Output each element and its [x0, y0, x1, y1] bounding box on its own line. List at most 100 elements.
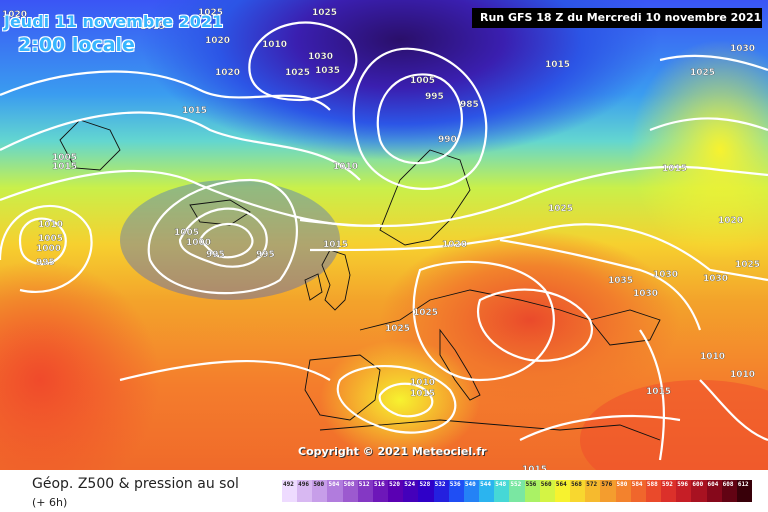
- legend-value-label: 536: [449, 481, 461, 488]
- legend-value-label: 560: [540, 481, 552, 488]
- variable-label: Géop. Z500 & pression au sol: [32, 476, 239, 492]
- legend-color-swatch: [645, 480, 662, 502]
- legend-color-swatch: [357, 480, 374, 502]
- color-scale-legend: 492 496 500 504 508 512 516 520 524 528 532 536 540 5…: [282, 480, 753, 502]
- isobar: [477, 288, 593, 362]
- legend-color-swatch: [312, 480, 328, 502]
- z500-yellow-band-east: [630, 40, 768, 260]
- legend-color-swatch: [539, 480, 556, 502]
- legend-value-label: 584: [631, 481, 643, 488]
- legend-value-label: 572: [586, 481, 598, 488]
- isobar-pressure-label: 1025: [548, 204, 573, 214]
- coastline-africa: [319, 419, 661, 441]
- forecast-date: Jeudi 11 novembre 2021: [4, 12, 224, 31]
- isobar-pressure-label: 1020: [205, 36, 230, 46]
- isobar-pressure-label: 1015: [52, 162, 77, 172]
- legend-color-swatch: [342, 480, 359, 502]
- legend-value-label: 508: [343, 481, 355, 488]
- legend-color-swatch: [615, 480, 632, 502]
- run-info-banner: Run GFS 18 Z du Mercredi 10 novembre 202…: [472, 8, 762, 28]
- isobar: [649, 117, 768, 132]
- legend-value-label: 548: [495, 481, 507, 488]
- isobar-pressure-label: 1015: [545, 60, 570, 70]
- legend-color-swatch: [706, 480, 723, 502]
- legend-value-label: 544: [480, 481, 491, 488]
- legend-value-label: 496: [298, 481, 309, 488]
- legend-color-swatch: [433, 480, 450, 502]
- legend-value-label: 576: [601, 481, 613, 488]
- isobar: [0, 205, 93, 293]
- legend-color-swatch: [736, 480, 753, 502]
- coastline-scandinavia: [379, 149, 471, 246]
- isobar: [0, 111, 361, 181]
- isobar: [519, 415, 681, 441]
- isobar: [309, 223, 768, 282]
- legend-value-label: 608: [722, 481, 734, 488]
- z500-ridge-atlantic: [0, 260, 160, 500]
- map-canvas: 1020101510251025103510301020101010201030…: [0, 0, 768, 500]
- legend-panel: Géop. Z500 & pression au sol (+ 6h) 492 4…: [0, 470, 768, 512]
- isobar-pressure-label: 1000: [186, 238, 211, 248]
- isobar-pressure-label: 1025: [413, 308, 438, 318]
- coastline-black-sea: [589, 309, 661, 346]
- legend-color-swatch: [691, 480, 707, 502]
- legend-color-swatch: [463, 480, 480, 502]
- isobar-pressure-label: 1025: [385, 324, 410, 334]
- z500-yellow-band-central: [320, 340, 480, 460]
- isobar: [18, 217, 67, 266]
- coastline-uk: [321, 249, 351, 311]
- isobar-pressure-label: 985: [460, 100, 479, 110]
- isobar-pressure-label: 1005: [410, 76, 435, 86]
- legend-color-swatch: [494, 480, 510, 502]
- legend-value-label: 532: [434, 481, 446, 488]
- isobar: [378, 382, 434, 418]
- legend-value-label: 540: [464, 481, 476, 488]
- legend-value-label: 524: [404, 481, 416, 488]
- isobar: [639, 329, 666, 461]
- legend-value-label: 596: [677, 481, 689, 488]
- legend-value-label: 600: [692, 481, 704, 488]
- isobar-pressure-label: 1005: [52, 153, 77, 163]
- isobar-pressure-label: 995: [256, 250, 275, 260]
- legend-value-label: 512: [358, 481, 370, 488]
- isobar-pressure-label: 1020: [718, 216, 743, 226]
- isobar-pressure-label: 990: [438, 135, 457, 145]
- legend-value-label: 564: [555, 481, 567, 488]
- coastline-italy: [439, 328, 481, 401]
- isobar: [147, 178, 298, 295]
- legend-value-label: 504: [328, 481, 340, 488]
- legend-color-swatch: [479, 480, 495, 502]
- legend-value-label: 516: [373, 481, 385, 488]
- coastline-iberia: [304, 354, 381, 421]
- isobar-pressure-label: 1030: [308, 52, 333, 62]
- z500-southeast-red: [580, 380, 768, 500]
- isobar-pressure-label: 1015: [646, 387, 671, 397]
- isobar-pressure-label: 1025: [198, 8, 223, 18]
- run-info-text: Run GFS 18 Z du Mercredi 10 novembre 202…: [480, 11, 762, 24]
- isobar-pressure-label: 995: [206, 250, 225, 260]
- legend-color-swatch: [554, 480, 571, 502]
- isobar-pressure-label: 995: [425, 92, 444, 102]
- legend-value-label: 492: [283, 481, 294, 488]
- isobar: [352, 47, 488, 190]
- isobar-pressure-label: 1010: [730, 370, 755, 380]
- isobar-pressure-label: 1025: [690, 68, 715, 78]
- legend-value-label: 528: [419, 481, 431, 488]
- legend-value-label: 580: [616, 481, 628, 488]
- isobar-pressure-label: 1015: [662, 164, 687, 174]
- isobar-pressure-label: 1005: [38, 234, 63, 244]
- isobar-pressure-label: 1025: [285, 68, 310, 78]
- legend-color-swatch: [524, 480, 541, 502]
- legend-value-label: 588: [646, 481, 658, 488]
- legend-value-label: 612: [737, 481, 749, 488]
- forecast-time: 2:00 locale: [18, 34, 135, 56]
- legend-color-swatch: [509, 480, 526, 502]
- legend-value-label: 604: [707, 481, 719, 488]
- legend-value-label: 592: [662, 481, 673, 488]
- isobar: [119, 359, 331, 382]
- legend-color-swatch: [630, 480, 647, 502]
- isobar-pressure-label: 1010: [38, 220, 63, 230]
- forecast-offset-label: (+ 6h): [32, 496, 68, 509]
- isobar: [412, 260, 555, 382]
- isobar: [0, 70, 331, 111]
